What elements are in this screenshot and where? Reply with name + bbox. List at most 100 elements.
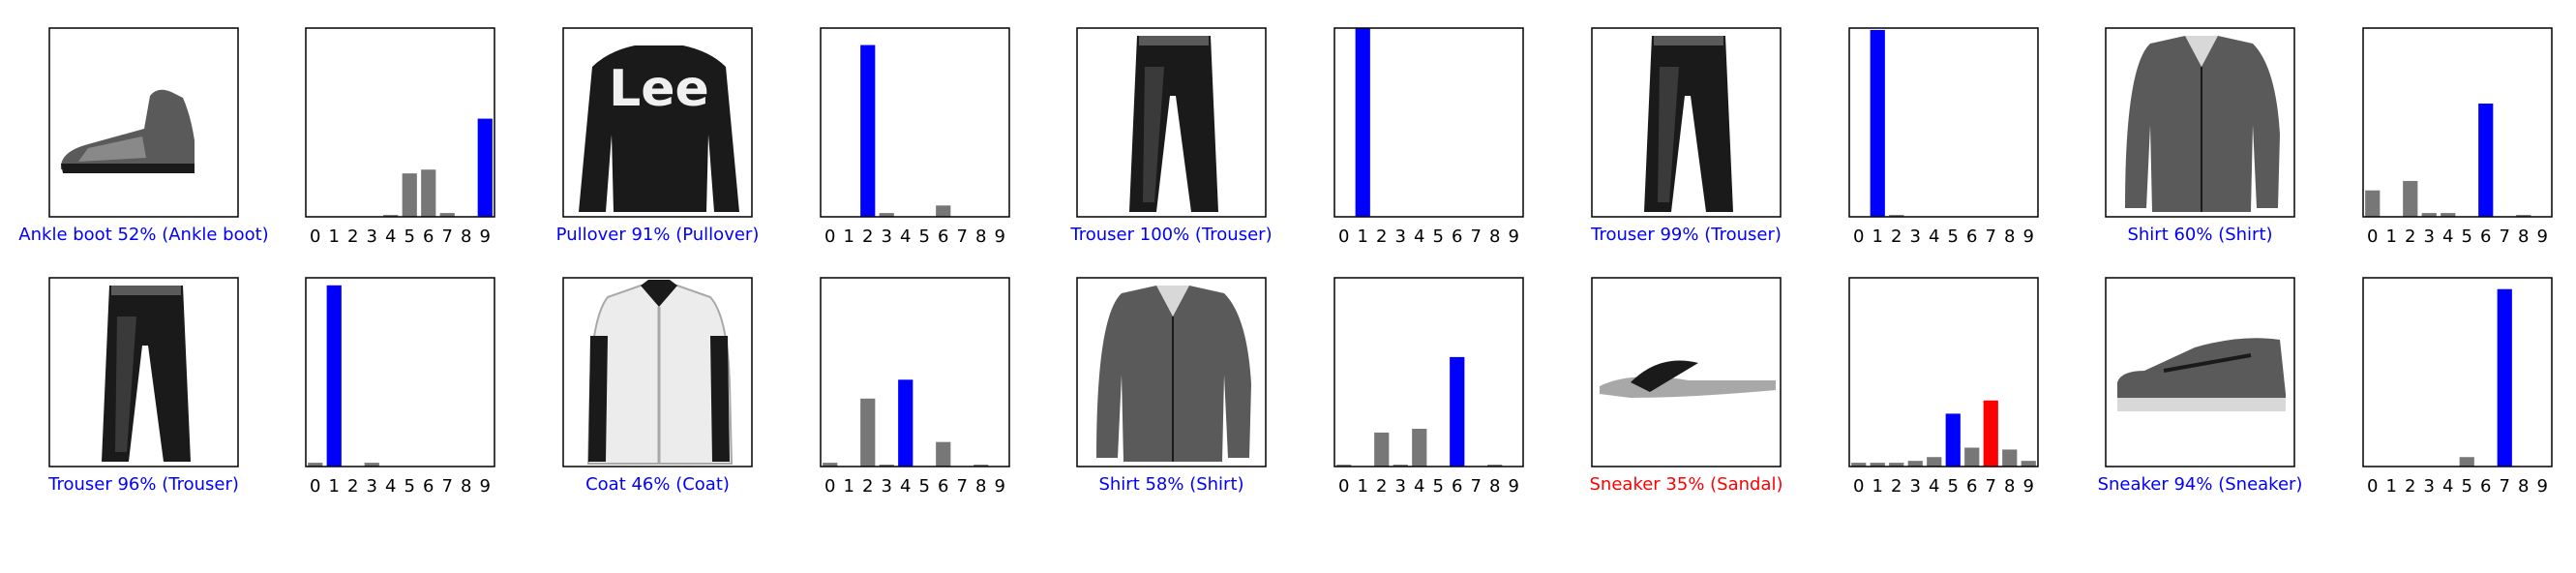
- bar-frame: [820, 277, 1010, 467]
- image-frame: [2105, 277, 2295, 467]
- x-tick-label: 4: [2442, 226, 2453, 247]
- bar-2: [1889, 463, 1904, 467]
- trouser-crease: [1143, 67, 1164, 202]
- bar-6: [936, 441, 951, 467]
- x-tick-label: 5: [2462, 226, 2472, 247]
- x-tick-label: 3: [882, 226, 892, 247]
- x-tick-label: 0: [2367, 226, 2378, 247]
- image-frame: [1076, 27, 1267, 218]
- sneaker-stripe: [2163, 353, 2252, 373]
- bar-frame: [1333, 27, 1524, 218]
- x-tick-label: 6: [1966, 476, 1977, 497]
- x-tick-label: 2: [1891, 476, 1902, 497]
- x-tick-label: 6: [2480, 476, 2491, 497]
- bar-background: [306, 28, 494, 217]
- image-frame: [562, 277, 753, 467]
- x-tick-label: 8: [1489, 476, 1500, 497]
- bar-5: [402, 173, 417, 217]
- image-frame: [562, 27, 753, 218]
- x-tick-label: 8: [2004, 476, 2015, 497]
- sandal-strap: [1631, 360, 1698, 392]
- bar-frame: [305, 27, 495, 218]
- x-tick-label: 2: [347, 226, 358, 247]
- x-tick-label: 6: [938, 476, 948, 497]
- bar-0: [823, 463, 838, 467]
- image-panel: Coat 46% (Coat): [562, 277, 753, 495]
- bar-2: [860, 398, 876, 467]
- x-tick-label: 0: [1853, 476, 1864, 497]
- bar-4: [383, 215, 399, 217]
- coat-sleeve-left: [588, 336, 608, 462]
- bar-5: [2459, 457, 2474, 467]
- shirt-collar: [2185, 36, 2218, 67]
- bar-0: [308, 463, 323, 467]
- bar-0: [1851, 463, 1867, 467]
- bar-8: [1487, 465, 1503, 467]
- x-tick-label: 7: [1986, 226, 1996, 247]
- bar-2: [1374, 432, 1390, 467]
- x-tick-label: 9: [2023, 226, 2034, 247]
- bar-9: [2021, 461, 2036, 467]
- image-caption: Sneaker 35% (Sandal): [1589, 474, 1782, 495]
- image-panel: Trouser 96% (Trouser): [47, 277, 239, 495]
- image-caption: Pullover 91% (Pullover): [556, 225, 760, 245]
- bar-frame: [2362, 27, 2553, 218]
- x-tick-label: 4: [385, 476, 396, 497]
- x-tick-label: 0: [1338, 226, 1349, 247]
- image-caption: Shirt 60% (Shirt): [2127, 225, 2272, 245]
- x-tick-label: 7: [957, 476, 968, 497]
- bar-3: [1907, 461, 1923, 467]
- x-tick-label: 4: [900, 226, 911, 247]
- bar-frame: [1848, 277, 2039, 467]
- image-caption: Trouser 99% (Trouser): [1590, 225, 1782, 245]
- bar-8: [973, 465, 989, 467]
- x-tick-label: 0: [310, 476, 320, 497]
- bar-3: [879, 213, 894, 217]
- x-tick-label: 4: [385, 226, 396, 247]
- x-tick-label: 8: [2004, 226, 2015, 247]
- x-tick-label: 1: [844, 226, 854, 247]
- x-tick-label: 1: [1872, 226, 1883, 247]
- bar-8: [2516, 215, 2531, 217]
- trouser-crease: [1658, 67, 1679, 202]
- trouser-waist: [1654, 36, 1723, 45]
- bar-frame: [305, 277, 495, 467]
- x-tick-label: 8: [975, 226, 986, 247]
- bar-6: [1964, 447, 1980, 467]
- x-tick-label: 6: [938, 226, 948, 247]
- x-tick-label: 2: [1376, 476, 1387, 497]
- image-caption: Shirt 58% (Shirt): [1098, 474, 1243, 495]
- image-frame: [1591, 277, 1782, 467]
- bar-3: [879, 465, 894, 467]
- bar-3: [364, 463, 379, 467]
- boot-highlight: [78, 136, 146, 162]
- bar-1: [1355, 28, 1370, 217]
- image-panel: Shirt 58% (Shirt): [1076, 277, 1267, 495]
- x-tick-label: 7: [1471, 226, 1482, 247]
- image-caption: Trouser 100% (Trouser): [1069, 225, 1272, 245]
- x-tick-label: 9: [995, 226, 1005, 247]
- trouser-waist: [1139, 36, 1209, 45]
- x-tick-label: 0: [824, 226, 835, 247]
- bar-frame: [2362, 277, 2553, 467]
- image-panel: Trouser 99% (Trouser): [1590, 27, 1782, 245]
- x-tick-label: 7: [1986, 476, 1996, 497]
- x-tick-label: 6: [2480, 226, 2491, 247]
- x-tick-label: 4: [1929, 226, 1939, 247]
- x-tick-label: 2: [1891, 226, 1902, 247]
- x-tick-label: 5: [1433, 226, 1444, 247]
- image-frame: [48, 277, 239, 467]
- bar-4: [898, 379, 914, 467]
- bar-4: [2441, 213, 2456, 217]
- bar-9: [477, 118, 493, 217]
- x-tick-label: 6: [1966, 226, 1977, 247]
- boot-sole: [61, 164, 195, 173]
